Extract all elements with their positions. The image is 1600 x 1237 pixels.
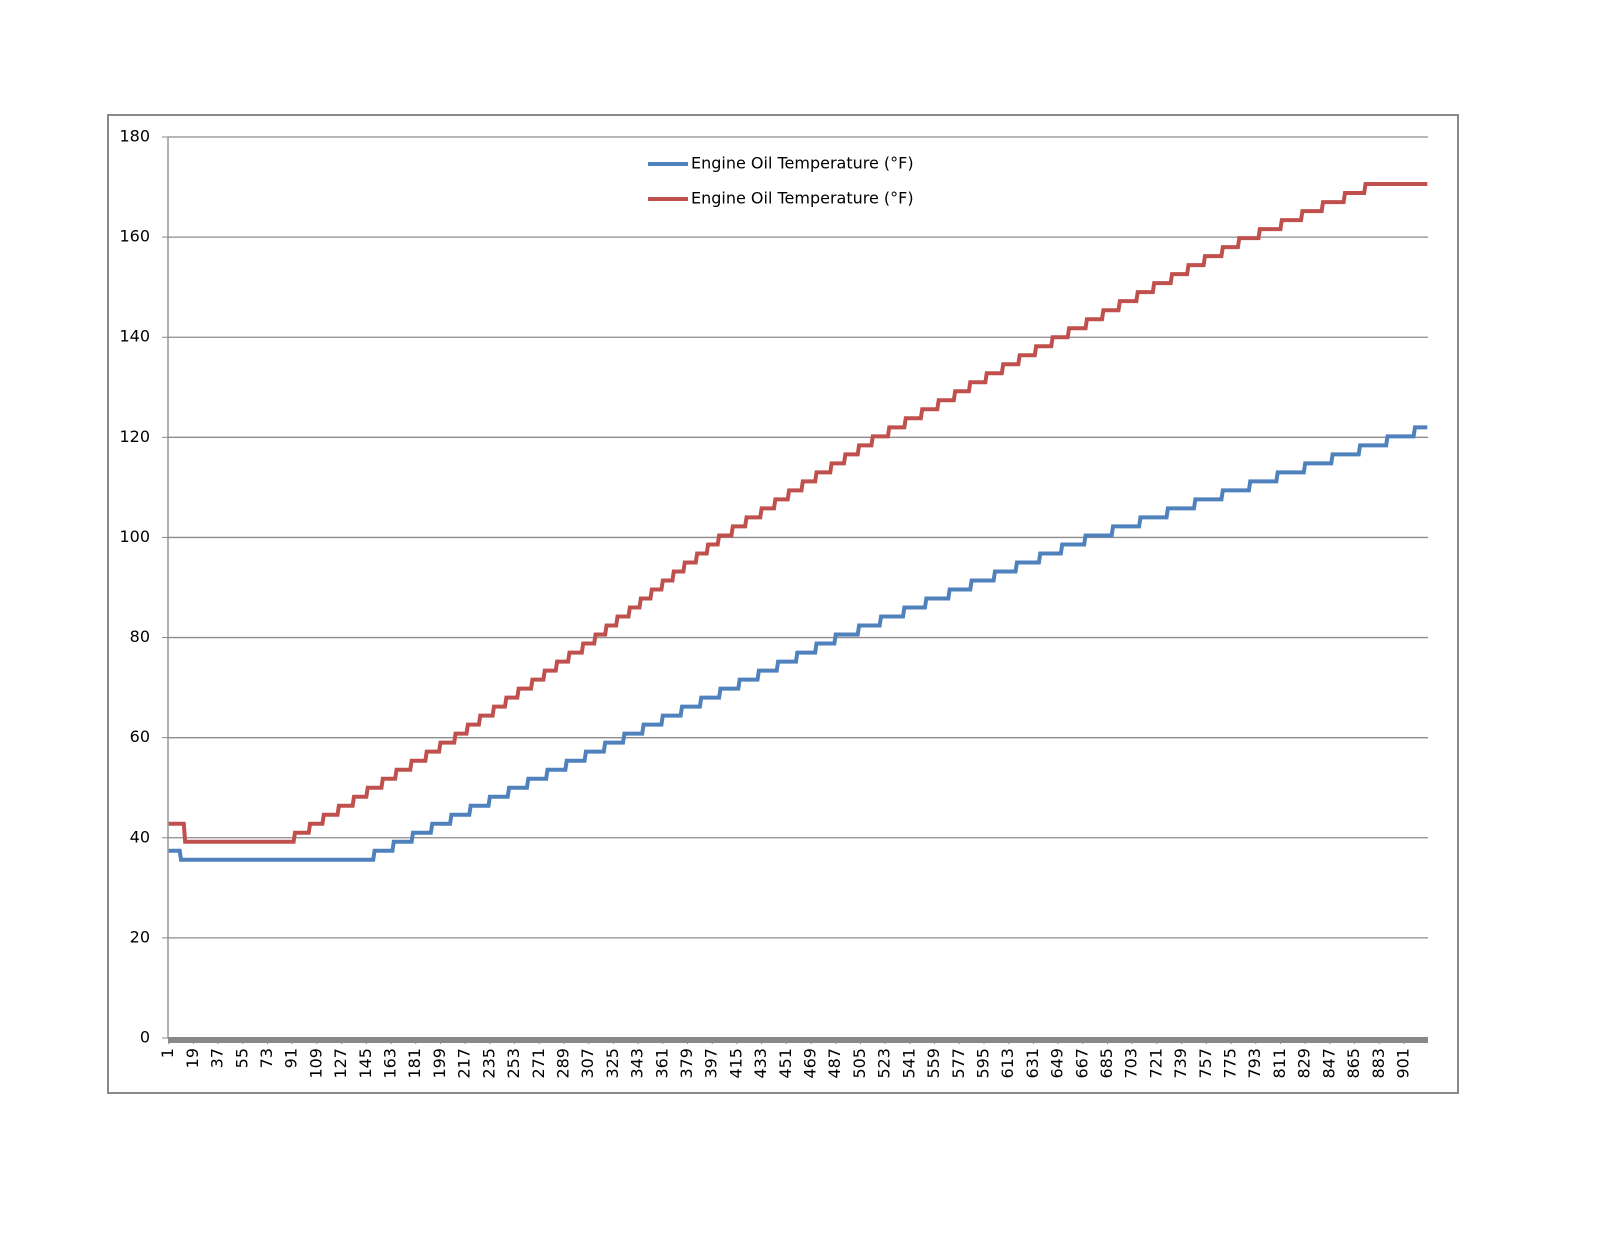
x-tick-label: 865 [1344, 1048, 1363, 1079]
x-tick-label: 397 [702, 1048, 721, 1079]
chart-frame [107, 114, 1459, 1094]
x-tick-label: 703 [1122, 1048, 1141, 1079]
y-tick-label: 0 [140, 1028, 150, 1047]
x-tick-label: 127 [331, 1048, 350, 1079]
x-tick-label: 559 [924, 1048, 943, 1079]
x-tick-label: 523 [875, 1048, 894, 1079]
x-tick-label: 685 [1097, 1048, 1116, 1079]
x-tick-label: 613 [998, 1048, 1017, 1079]
x-tick-label: 253 [504, 1048, 523, 1079]
x-tick-label: 181 [405, 1048, 424, 1079]
x-tick-label: 775 [1221, 1048, 1240, 1079]
x-tick-label: 883 [1369, 1048, 1388, 1079]
x-tick-label: 55 [232, 1048, 251, 1068]
y-tick-label: 120 [119, 427, 150, 446]
series-line [168, 425, 1428, 862]
series-line [168, 182, 1428, 844]
x-tick-label: 379 [677, 1048, 696, 1079]
x-tick-label: 163 [381, 1048, 400, 1079]
legend-label: Engine Oil Temperature (°F) [691, 154, 914, 173]
x-tick-label: 217 [455, 1048, 474, 1079]
x-tick-label: 505 [850, 1048, 869, 1079]
x-tick-label: 847 [1319, 1048, 1338, 1079]
legend-label: Engine Oil Temperature (°F) [691, 189, 914, 208]
y-tick-label: 100 [119, 527, 150, 546]
y-tick-label: 60 [130, 727, 150, 746]
x-tick-label: 469 [801, 1048, 820, 1079]
x-tick-label: 271 [529, 1048, 548, 1079]
x-tick-label: 793 [1245, 1048, 1264, 1079]
x-tick-label: 451 [776, 1048, 795, 1079]
x-tick-label: 487 [825, 1048, 844, 1079]
x-tick-label: 1 [158, 1048, 177, 1058]
y-tick-label: 140 [119, 327, 150, 346]
x-tick-label: 109 [306, 1048, 325, 1079]
x-tick-label: 901 [1393, 1048, 1412, 1079]
x-tick-label: 829 [1295, 1048, 1314, 1079]
y-tick-label: 80 [130, 627, 150, 646]
x-tick-label: 73 [257, 1048, 276, 1068]
x-tick-label: 739 [1171, 1048, 1190, 1079]
x-tick-label: 325 [603, 1048, 622, 1079]
y-tick-label: 180 [119, 127, 150, 146]
x-tick-label: 235 [479, 1048, 498, 1079]
x-tick-label: 361 [652, 1048, 671, 1079]
x-tick-label: 757 [1196, 1048, 1215, 1079]
x-tick-label: 721 [1146, 1048, 1165, 1079]
x-tick-label: 145 [356, 1048, 375, 1079]
x-tick-label: 289 [553, 1048, 572, 1079]
x-tick-label: 811 [1270, 1048, 1289, 1079]
x-tick-label: 577 [949, 1048, 968, 1079]
x-tick-label: 415 [726, 1048, 745, 1079]
y-tick-label: 40 [130, 827, 150, 846]
x-tick-label: 433 [751, 1048, 770, 1079]
y-tick-label: 20 [130, 927, 150, 946]
x-tick-label: 667 [1072, 1048, 1091, 1079]
y-tick-label: 160 [119, 227, 150, 246]
x-tick-label: 343 [628, 1048, 647, 1079]
x-tick-label: 37 [208, 1048, 227, 1068]
x-tick-label: 631 [1023, 1048, 1042, 1079]
x-tick-label: 649 [1048, 1048, 1067, 1079]
x-tick-label: 307 [578, 1048, 597, 1079]
x-tick-label: 541 [899, 1048, 918, 1079]
x-tick-label: 595 [973, 1048, 992, 1079]
x-tick-label: 199 [430, 1048, 449, 1079]
x-tick-label: 91 [282, 1048, 301, 1068]
x-tick-label: 19 [183, 1048, 202, 1068]
